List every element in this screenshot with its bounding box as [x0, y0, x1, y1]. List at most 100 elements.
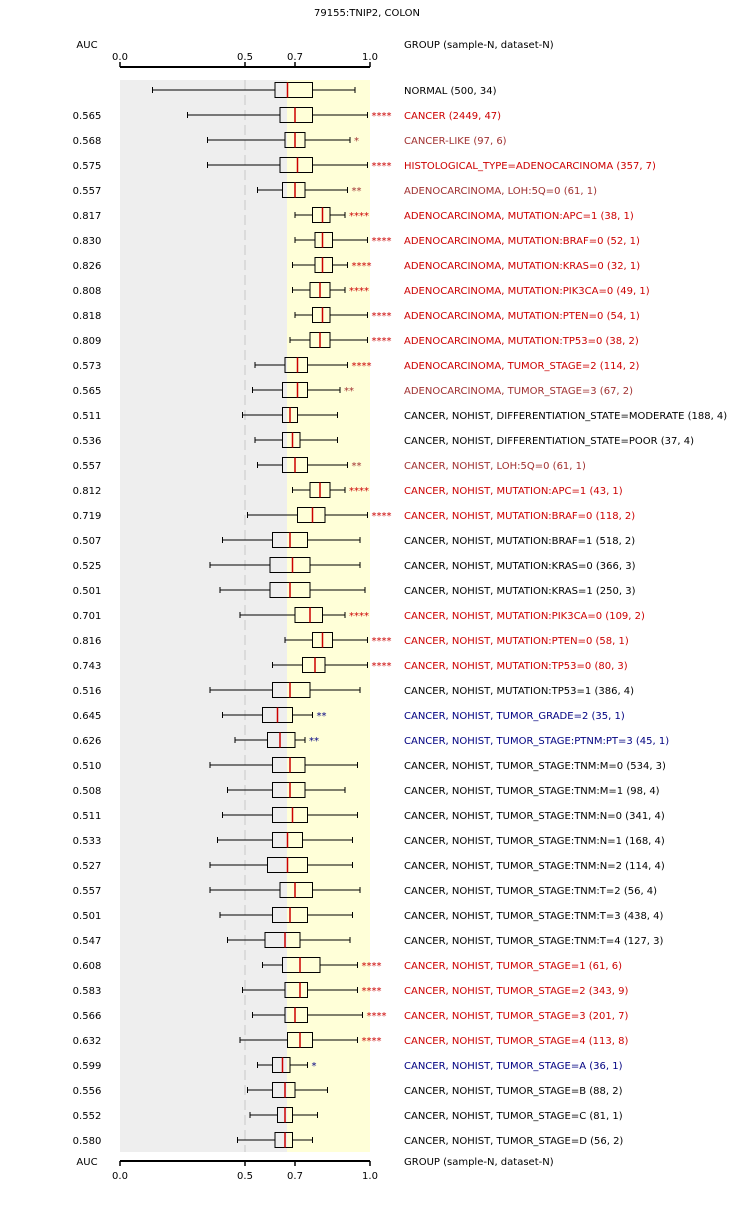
auc-value: 0.525 — [73, 561, 102, 572]
iqr-box — [272, 1082, 296, 1098]
group-label: CANCER, NOHIST, MUTATION:TP53=1 (386, 4) — [404, 686, 634, 697]
group-row: 0.510 CANCER, NOHIST, TUMOR_STAGE:TNM:M=0… — [73, 757, 666, 773]
group-label: CANCER-LIKE (97, 6) — [404, 136, 507, 147]
group-label: CANCER (2449, 47) — [404, 111, 501, 122]
group-row: 0.808 **** ADENOCARCINOMA, MUTATION:PIK3CA… — [73, 282, 650, 298]
group-label: CANCER, NOHIST, TUMOR_STAGE:TNM:T=2 (56,… — [404, 886, 657, 897]
group-label: CANCER, NOHIST, MUTATION:APC=1 (43, 1) — [404, 486, 623, 497]
group-row: 0.817 **** ADENOCARCINOMA, MUTATION:APC=1 … — [73, 207, 634, 223]
group-label: CANCER, NOHIST, TUMOR_STAGE=A (36, 1) — [404, 1061, 623, 1072]
iqr-box — [272, 807, 308, 823]
significance-marker: * — [312, 1061, 317, 1072]
group-label: CANCER, NOHIST, TUMOR_STAGE=D (56, 2) — [404, 1136, 623, 1147]
auc-value: 0.818 — [73, 311, 102, 322]
auc-value: 0.557 — [73, 886, 102, 897]
group-row: 0.552 CANCER, NOHIST, TUMOR_STAGE=C (81, … — [73, 1107, 623, 1123]
auc-value: 0.583 — [73, 986, 102, 997]
axis-tick-label: 0.0 — [112, 1171, 128, 1182]
group-label: CANCER, NOHIST, MUTATION:KRAS=1 (250, 3) — [404, 586, 636, 597]
group-row: 0.557 CANCER, NOHIST, TUMOR_STAGE:TNM:T=2… — [73, 882, 657, 898]
significance-marker: ** — [344, 386, 354, 397]
group-label: CANCER, NOHIST, TUMOR_STAGE:TNM:T=4 (127… — [404, 936, 664, 947]
group-row: 0.516 CANCER, NOHIST, MUTATION:TP53=1 (38… — [73, 682, 634, 698]
auc-value: 0.817 — [73, 211, 102, 222]
iqr-box — [264, 932, 301, 948]
auc-value: 0.527 — [73, 861, 102, 872]
significance-marker: **** — [372, 661, 392, 672]
significance-marker: **** — [372, 336, 392, 347]
auc-value: 0.575 — [73, 161, 102, 172]
group-row: 0.575 **** HISTOLOGICAL_TYPE=ADENOCARCINOM… — [73, 157, 656, 173]
auc-value: 0.645 — [73, 711, 102, 722]
group-row: 0.511 CANCER, NOHIST, TUMOR_STAGE:TNM:N=0… — [73, 807, 665, 823]
auc-value: 0.508 — [73, 786, 102, 797]
significance-marker: * — [354, 136, 359, 147]
iqr-box — [274, 1132, 293, 1148]
significance-marker: **** — [352, 361, 372, 372]
auc-value: 0.626 — [73, 736, 102, 747]
group-label: ADENOCARCINOMA, MUTATION:KRAS=0 (32, 1) — [404, 261, 640, 272]
group-row: 0.818 **** ADENOCARCINOMA, MUTATION:PTEN=0… — [73, 307, 640, 323]
group-label: ADENOCARCINOMA, MUTATION:APC=1 (38, 1) — [404, 211, 634, 222]
significance-marker: **** — [372, 636, 392, 647]
group-row: 0.573 **** ADENOCARCINOMA, TUMOR_STAGE=2 (… — [73, 357, 640, 373]
iqr-box — [282, 182, 306, 198]
auc-value: 0.511 — [73, 811, 102, 822]
axis-tick-label: 0.5 — [237, 52, 253, 63]
chart-title: 79155:TNIP2, COLON — [314, 8, 420, 19]
group-row: 0.826 **** ADENOCARCINOMA, MUTATION:KRAS=0… — [73, 257, 640, 273]
group-row: 0.830 **** ADENOCARCINOMA, MUTATION:BRAF=0… — [73, 232, 640, 248]
group-label: CANCER, NOHIST, MUTATION:PIK3CA=0 (109, … — [404, 611, 645, 622]
significance-marker: **** — [367, 1011, 387, 1022]
group-label: ADENOCARCINOMA, MUTATION:PIK3CA=0 (49, 1… — [404, 286, 650, 297]
auc-value: 0.580 — [73, 1136, 102, 1147]
group-label: CANCER, NOHIST, MUTATION:TP53=0 (80, 3) — [404, 661, 628, 672]
group-label: ADENOCARCINOMA, LOH:5Q=0 (61, 1) — [404, 186, 597, 197]
group-row: 0.632 **** CANCER, NOHIST, TUMOR_STAGE=4 (… — [73, 1032, 628, 1048]
auc-value: 0.565 — [73, 386, 102, 397]
auc-value: 0.608 — [73, 961, 102, 972]
axis-tick-label: 0.7 — [287, 1171, 303, 1182]
group-label: CANCER, NOHIST, TUMOR_STAGE:TNM:N=0 (341… — [404, 811, 665, 822]
auc-value: 0.501 — [73, 911, 102, 922]
group-row: 0.565 **** CANCER (2449, 47) — [73, 107, 501, 123]
significance-marker: **** — [372, 236, 392, 247]
top-axis: 0.0 0.5 0.7 1.0 — [112, 52, 378, 68]
auc-value: 0.566 — [73, 1011, 102, 1022]
group-label: NORMAL (500, 34) — [404, 86, 497, 97]
significance-marker: **** — [362, 1036, 382, 1047]
group-row: 0.599 * CANCER, NOHIST, TUMOR_STAGE=A (36,… — [73, 1057, 623, 1073]
group-label: CANCER, NOHIST, TUMOR_STAGE:PTNM:PT=3 (4… — [404, 736, 669, 747]
group-label: ADENOCARCINOMA, MUTATION:PTEN=0 (54, 1) — [404, 311, 640, 322]
auc-value: 0.573 — [73, 361, 102, 372]
shade-yellow-region — [287, 80, 370, 1152]
auc-value: 0.816 — [73, 636, 102, 647]
group-row: 0.743 **** CANCER, NOHIST, MUTATION:TP53=0… — [73, 657, 628, 673]
group-row: 0.536 CANCER, NOHIST, DIFFERENTIATION_STA… — [73, 432, 694, 448]
group-label: ADENOCARCINOMA, MUTATION:TP53=0 (38, 2) — [404, 336, 639, 347]
group-row: 0.816 **** CANCER, NOHIST, MUTATION:PTEN=0… — [73, 632, 629, 648]
group-label: CANCER, NOHIST, MUTATION:BRAF=1 (518, 2) — [404, 536, 635, 547]
auc-value: 0.565 — [73, 111, 102, 122]
group-row: 0.501 CANCER, NOHIST, MUTATION:KRAS=1 (25… — [73, 582, 636, 598]
group-label: CANCER, NOHIST, TUMOR_GRADE=2 (35, 1) — [404, 711, 625, 722]
boxplot-rows: NORMAL (500, 34)0.565 **** CANCER (2449, 4… — [73, 82, 727, 1148]
group-row: 0.645 ** CANCER, NOHIST, TUMOR_GRADE=2 (35… — [73, 707, 625, 723]
significance-marker: **** — [352, 261, 372, 272]
iqr-box — [312, 207, 331, 223]
group-label: ADENOCARCINOMA, TUMOR_STAGE=2 (114, 2) — [404, 361, 640, 372]
group-row: 0.566 **** CANCER, NOHIST, TUMOR_STAGE=3 (… — [73, 1007, 628, 1023]
group-row: 0.557 ** ADENOCARCINOMA, LOH:5Q=0 (61, 1) — [73, 182, 597, 198]
significance-marker: **** — [362, 961, 382, 972]
iqr-box — [282, 432, 301, 448]
axis-tick-label: 0.5 — [237, 1171, 253, 1182]
significance-marker: ** — [309, 736, 319, 747]
auc-value: 0.533 — [73, 836, 102, 847]
group-row: 0.626 ** CANCER, NOHIST, TUMOR_STAGE:PTNM:… — [73, 732, 669, 748]
iqr-box — [282, 957, 321, 973]
iqr-box — [279, 107, 313, 123]
group-row: 0.809 **** ADENOCARCINOMA, MUTATION:TP53=0… — [73, 332, 639, 348]
group-row: 0.583 **** CANCER, NOHIST, TUMOR_STAGE=2 (… — [73, 982, 628, 998]
iqr-box — [279, 157, 313, 173]
